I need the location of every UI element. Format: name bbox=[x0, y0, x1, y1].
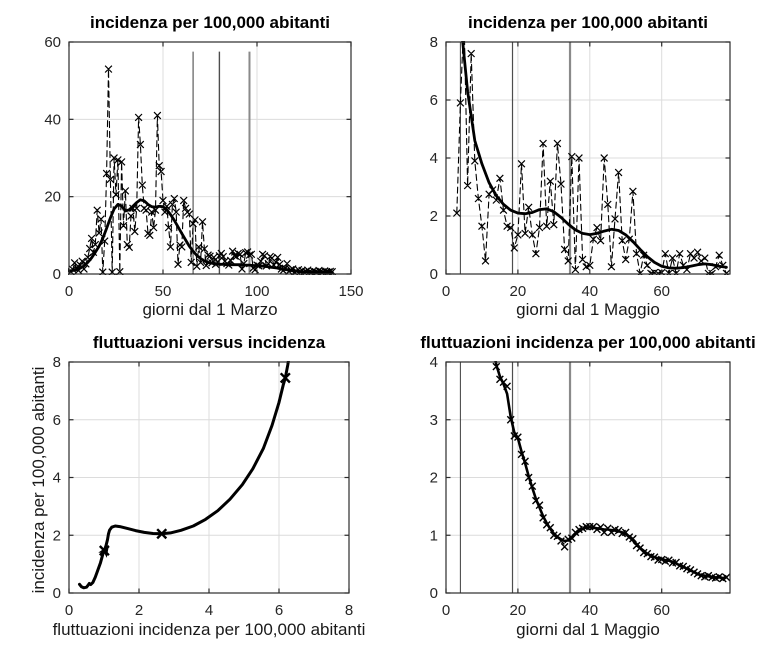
trend-line bbox=[461, 41, 728, 270]
y-tick-label: 4 bbox=[430, 150, 438, 167]
chart-fluctuations-may: fluttuazioni incidenza per 100,000 abita… bbox=[392, 330, 784, 658]
y-tick-label: 40 bbox=[44, 111, 61, 128]
y-tick-label: 0 bbox=[430, 585, 438, 602]
x-tick-label: 0 bbox=[65, 283, 73, 300]
chart-title: incidenza per 100,000 abitanti bbox=[468, 13, 708, 32]
x-tick-label: 40 bbox=[581, 602, 598, 619]
x-tick-label: 6 bbox=[275, 602, 283, 619]
y-tick-label: 3 bbox=[430, 412, 438, 429]
y-tick-label: 20 bbox=[44, 189, 61, 206]
x-tick-label: 100 bbox=[244, 283, 269, 300]
fluctuations-may-plot: 0 20 40 60 0 1 2 3 4 bbox=[430, 354, 731, 619]
daily-series-line bbox=[456, 41, 727, 274]
x-tick-label: 150 bbox=[338, 283, 363, 300]
x-tick-label: 0 bbox=[442, 602, 450, 619]
trend-line bbox=[78, 361, 290, 590]
x-tick-label: 50 bbox=[155, 283, 172, 300]
trend-line bbox=[494, 361, 728, 580]
trend-line bbox=[68, 198, 334, 274]
x-tick-label: 20 bbox=[510, 602, 527, 619]
chart-incidence-march: incidenza per 100,000 abitanti 0 50 100 150… bbox=[0, 0, 392, 330]
chart-title: incidenza per 100,000 abitanti bbox=[90, 13, 330, 32]
x-axis-label: fluttuazioni incidenza per 100,000 abita… bbox=[52, 620, 366, 639]
chart-title: fluttuazioni incidenza per 100,000 abita… bbox=[420, 333, 756, 352]
x-tick-label: 8 bbox=[345, 602, 353, 619]
x-tick-label: 2 bbox=[135, 602, 143, 619]
x-tick-label: 0 bbox=[65, 602, 73, 619]
y-tick-label: 1 bbox=[430, 527, 438, 544]
y-tick-label: 8 bbox=[53, 354, 61, 371]
y-tick-label: 2 bbox=[430, 208, 438, 225]
x-axis-label: giorni dal 1 Maggio bbox=[516, 620, 660, 639]
x-markers bbox=[492, 362, 731, 583]
chart-fluctuations-vs-incidence: fluttuazioni versus incidenza 0 2 4 6 8 0 2 4 6 8… bbox=[0, 330, 392, 658]
x-markers bbox=[452, 49, 731, 275]
y-tick-label: 0 bbox=[53, 266, 61, 283]
incidence-may-plot: 0 20 40 60 0 2 4 6 8 bbox=[430, 34, 731, 300]
y-tick-label: 4 bbox=[430, 354, 438, 371]
y-axis-label: incidenza per 100,000 abitanti bbox=[29, 366, 48, 594]
x-axis-label: giorni dal 1 Marzo bbox=[142, 300, 278, 319]
x-tick-label: 40 bbox=[581, 283, 598, 300]
x-axis-label: giorni dal 1 Maggio bbox=[516, 300, 660, 319]
fluctuations-vs-incidence-plot: 0 2 4 6 8 0 2 4 6 8 bbox=[53, 354, 354, 619]
y-tick-label: 4 bbox=[53, 470, 61, 487]
incidence-march-plot: 0 50 100 150 0 20 40 60 bbox=[44, 34, 363, 300]
y-tick-label: 60 bbox=[44, 34, 61, 51]
y-tick-label: 6 bbox=[53, 412, 61, 429]
chart-incidence-may: incidenza per 100,000 abitanti 0 20 40 60 0 2… bbox=[392, 0, 784, 330]
x-tick-label: 4 bbox=[205, 602, 213, 619]
x-tick-label: 0 bbox=[442, 283, 450, 300]
x-tick-label: 60 bbox=[653, 283, 670, 300]
y-tick-label: 0 bbox=[53, 585, 61, 602]
y-tick-label: 2 bbox=[430, 470, 438, 487]
y-tick-label: 8 bbox=[430, 34, 438, 51]
x-tick-label: 60 bbox=[653, 602, 670, 619]
y-tick-label: 6 bbox=[430, 92, 438, 109]
y-tick-label: 2 bbox=[53, 527, 61, 544]
axes-box bbox=[68, 41, 352, 275]
chart-title: fluttuazioni versus incidenza bbox=[92, 333, 326, 352]
x-markers bbox=[68, 65, 337, 275]
x-tick-label: 20 bbox=[510, 283, 527, 300]
direction-arrow bbox=[98, 545, 109, 558]
y-tick-label: 0 bbox=[430, 266, 438, 283]
